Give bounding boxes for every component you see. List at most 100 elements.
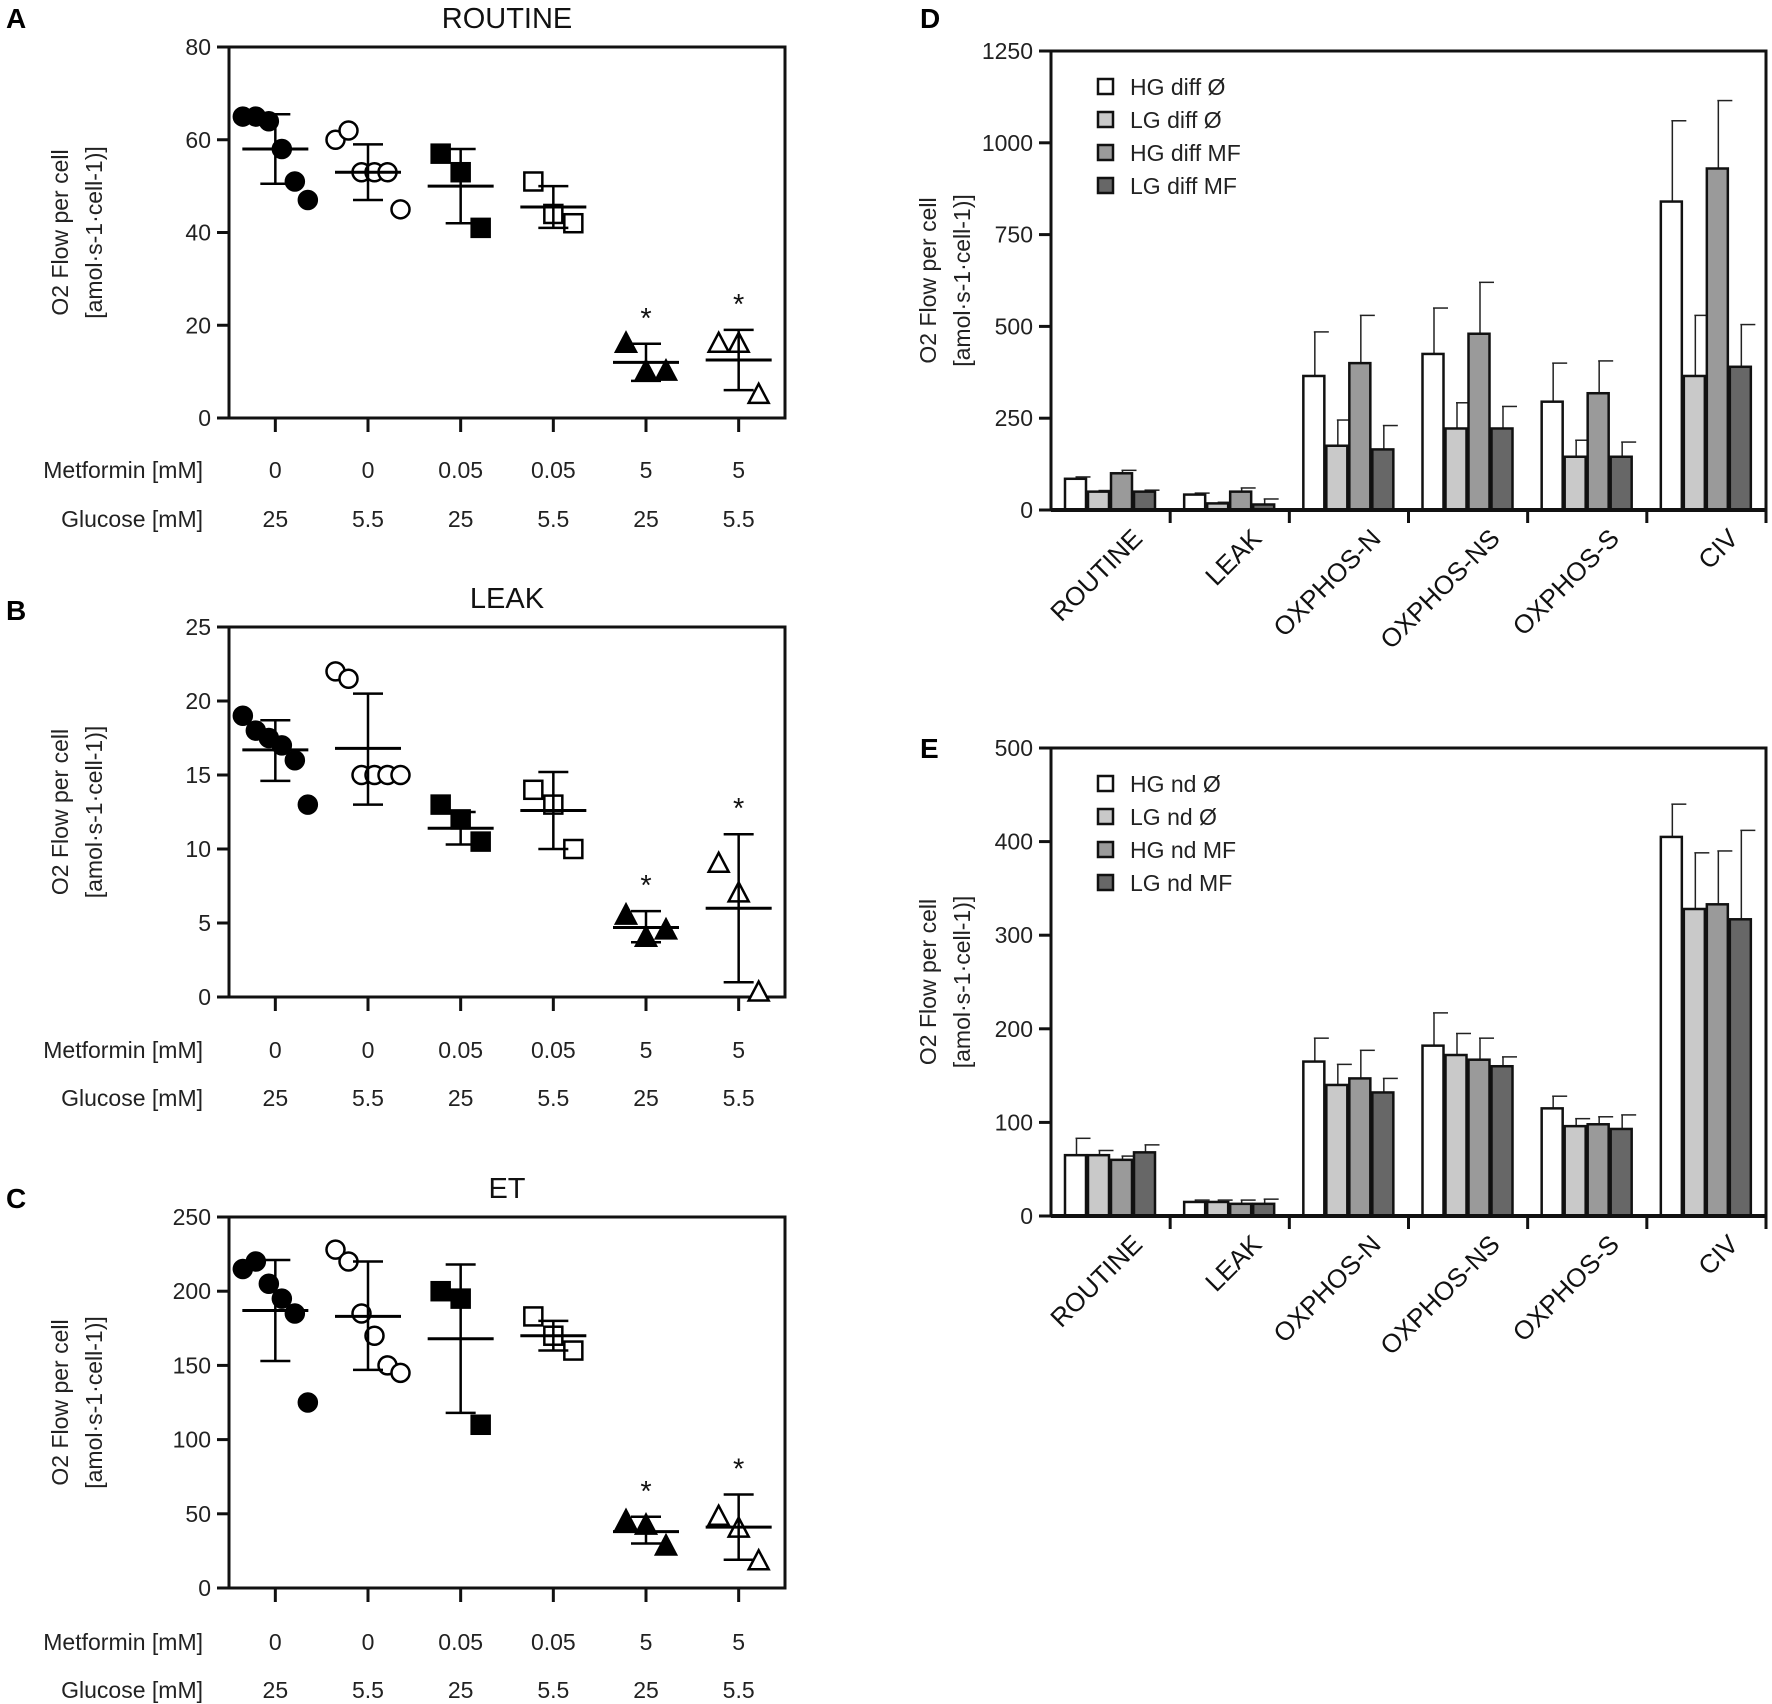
data-point (613, 901, 639, 925)
y-axis-label-line: O2 Flow per cell (915, 899, 941, 1065)
glucose-value: 5.5 (537, 1677, 569, 1703)
chart-title: ET (488, 1173, 525, 1205)
y-tick-label: 300 (995, 922, 1033, 948)
bar (1132, 1151, 1157, 1218)
y-tick-label: 20 (185, 688, 211, 714)
category-group: OXPHOS-N (1267, 314, 1410, 642)
y-tick-label: 500 (995, 735, 1033, 761)
bar (1325, 1083, 1349, 1218)
category-label: OXPHOS-NS (1374, 523, 1506, 655)
data-group: 5 5.5 * (705, 289, 772, 532)
data-point (746, 381, 771, 405)
metformin-value: 5 (640, 1629, 653, 1655)
data-point (297, 794, 319, 815)
y-axis-label: O2 Flow per cell [amol·s-1·cell-1)] (47, 1316, 107, 1489)
legend-swatch (1096, 774, 1115, 793)
y-tick-label: 0 (198, 984, 211, 1010)
category-label: CIV (1692, 523, 1744, 575)
category-label: OXPHOS-S (1507, 523, 1625, 641)
bar (1659, 835, 1684, 1218)
glucose-value: 5.5 (723, 1677, 755, 1703)
data-point (470, 831, 491, 852)
panel-label: B (6, 595, 26, 626)
bar (1421, 352, 1445, 512)
y-tick-label: 200 (995, 1016, 1033, 1042)
bar (1467, 332, 1491, 512)
y-axis-label: O2 Flow per cell [amol·s-1·cell-1)] (915, 896, 975, 1069)
y-tick-label: 500 (995, 313, 1033, 339)
bar (1609, 455, 1633, 512)
data-point (523, 779, 544, 801)
y-tick-label: 0 (198, 405, 211, 431)
glucose-value: 25 (633, 506, 659, 532)
data-point (430, 1280, 451, 1302)
legend-swatch (1096, 840, 1115, 859)
y-tick-label: 60 (185, 127, 211, 153)
bar (1540, 400, 1564, 512)
bar (1705, 167, 1730, 512)
y-tick-label: 750 (995, 222, 1033, 248)
metformin-value: 0.05 (531, 1629, 576, 1655)
legend-label: LG diff Ø (1130, 107, 1222, 133)
bar (1728, 365, 1753, 512)
data-group: 0.05 5.5 (520, 770, 587, 1111)
data-group: 05.5 (325, 661, 411, 1111)
data-group: 0.05 25 (427, 794, 494, 1111)
legend-swatch (1096, 176, 1115, 195)
glucose-value: 25 (448, 506, 474, 532)
bar (1086, 1153, 1111, 1218)
bar (1182, 1200, 1207, 1218)
category-group: CIV (1659, 99, 1768, 575)
bar (1705, 903, 1730, 1218)
category-label: LEAK (1199, 523, 1268, 592)
y-tick-label: 20 (185, 312, 211, 338)
glucose-row-label: Glucose [mM] (61, 1085, 203, 1111)
bar (1325, 444, 1349, 512)
data-point (390, 764, 411, 786)
metformin-value: 0.05 (531, 1037, 576, 1063)
bar (1205, 1200, 1230, 1218)
data-point (613, 330, 639, 354)
data-point (563, 212, 584, 234)
category-group: CIV (1659, 803, 1768, 1281)
y-tick-label: 0 (198, 1575, 211, 1601)
significance-asterisk: * (733, 1454, 744, 1486)
category-group: ROUTINE (1044, 1137, 1172, 1333)
y-tick-label: 200 (173, 1278, 211, 1304)
metformin-value: 0.05 (438, 1037, 483, 1063)
y-axis-label-line: [amol·s-1·cell-1)] (81, 146, 107, 319)
metformin-row-label: Metformin [mM] (43, 1629, 203, 1655)
bar (1302, 374, 1326, 512)
glucose-value: 5.5 (352, 1085, 384, 1111)
legend-swatch (1096, 143, 1115, 162)
y-tick-label: 0 (1020, 1203, 1033, 1229)
chart-title: LEAK (470, 583, 545, 615)
data-point (706, 330, 731, 354)
data-point (258, 1273, 280, 1295)
data-group: 0.05 5.5 (520, 1306, 587, 1703)
metformin-value: 5 (640, 1037, 653, 1063)
data-point (364, 1325, 385, 1346)
metformin-value: 5 (640, 457, 653, 483)
metformin-value: 0 (269, 457, 282, 483)
data-point (338, 668, 359, 690)
legend-label: LG diff MF (1130, 173, 1237, 199)
bar (1063, 1153, 1088, 1218)
bar (1490, 427, 1514, 512)
metformin-value: 5 (732, 1037, 745, 1063)
data-point (325, 1239, 346, 1260)
bar (1348, 361, 1372, 512)
significance-asterisk: * (733, 793, 744, 825)
data-point (706, 1503, 731, 1527)
glucose-value: 5.5 (352, 506, 384, 532)
data-group: 05.5 (325, 120, 411, 532)
bar (1586, 391, 1610, 512)
bar (1586, 1123, 1610, 1218)
y-tick-label: 1000 (982, 130, 1033, 156)
data-point (390, 199, 411, 220)
metformin-value: 0.05 (531, 457, 576, 483)
data-group: 0 25 (232, 106, 319, 532)
chart-title: ROUTINE (442, 3, 573, 35)
y-tick-label: 10 (185, 836, 211, 862)
plot-frame (227, 45, 787, 420)
